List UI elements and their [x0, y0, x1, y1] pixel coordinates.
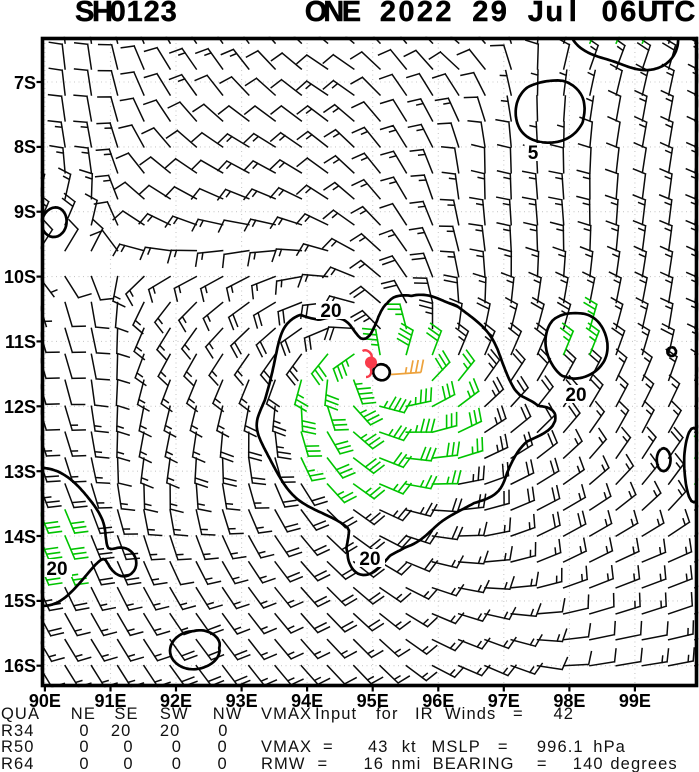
- svg-text:20: 20: [359, 549, 380, 570]
- svg-text:20: 20: [46, 559, 67, 580]
- svg-text:20: 20: [565, 385, 586, 406]
- svg-text:20: 20: [320, 301, 341, 322]
- svg-text:5: 5: [528, 143, 539, 164]
